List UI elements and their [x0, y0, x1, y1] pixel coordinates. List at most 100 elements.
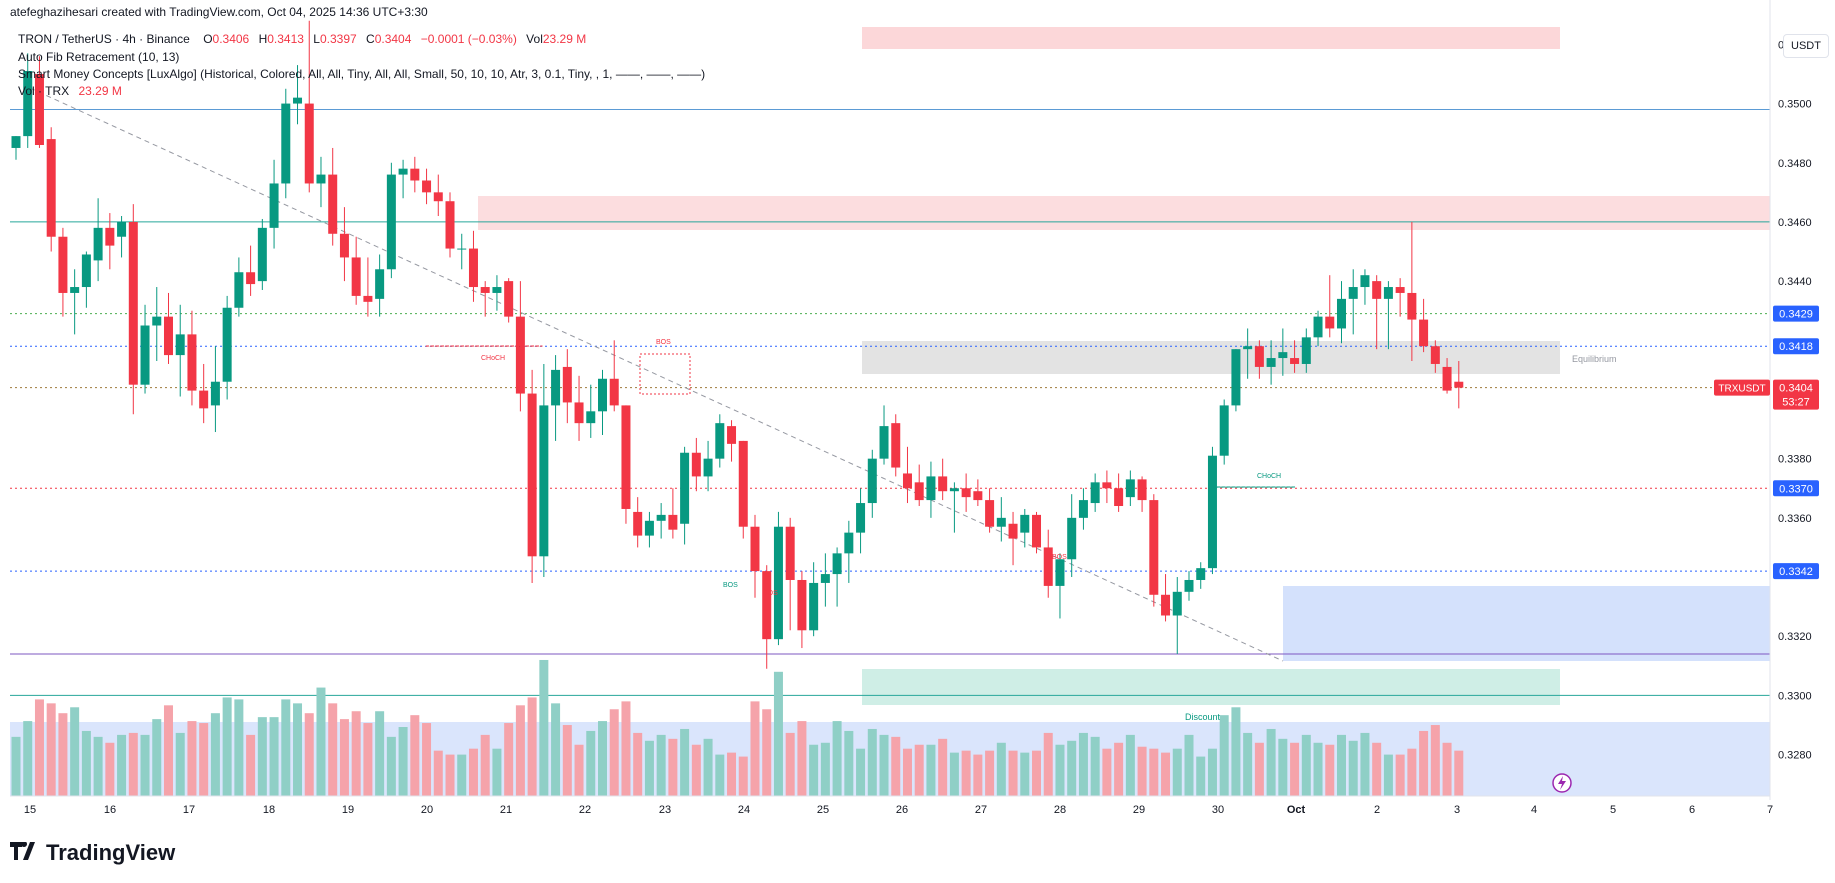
volume-blue-zone	[10, 722, 1770, 796]
premium-zone-top	[862, 27, 1560, 49]
candle-body	[1243, 346, 1253, 350]
candle-body	[398, 168, 408, 175]
candle-body	[750, 526, 760, 572]
volume-bar	[504, 723, 514, 796]
choch-label: CHoCH	[1257, 473, 1281, 480]
volume-bar	[691, 744, 701, 796]
volume-bar	[246, 734, 256, 796]
open-value: 0.3406	[212, 32, 250, 46]
candle-body	[926, 476, 936, 501]
candle-body	[1078, 500, 1088, 518]
volume-bar	[1078, 732, 1088, 796]
candle-body	[515, 316, 525, 394]
volume-bar	[1419, 730, 1429, 796]
candle-body	[269, 183, 279, 228]
candle-body	[480, 287, 490, 293]
candles-layer	[11, 20, 1464, 669]
indicator-fib[interactable]: Auto Fib Retracement (10, 13)	[18, 50, 180, 64]
indicator-volume[interactable]: Vol · TRX 23.29 M	[18, 84, 122, 98]
volume-bar	[1336, 734, 1346, 796]
candle-body	[363, 295, 373, 302]
price-badge-label: 0.3342	[1779, 566, 1813, 578]
discount-label: Discount	[1185, 712, 1221, 722]
supply-zone	[478, 196, 1770, 230]
candle-body	[668, 514, 678, 530]
open-label: O	[203, 32, 213, 46]
candle-body	[1407, 292, 1417, 320]
volume-bar	[70, 707, 80, 796]
candle-body	[644, 520, 654, 536]
volume-bar	[1102, 748, 1112, 796]
volume-bar	[844, 730, 854, 796]
price-badge	[1773, 305, 1819, 322]
volume-bar	[1008, 750, 1018, 796]
volume-bar	[1172, 748, 1182, 796]
x-tick-label: 27	[975, 804, 987, 816]
candle-body	[727, 426, 737, 444]
candle-body	[961, 488, 971, 498]
candle-body	[598, 378, 607, 412]
volume-bar	[375, 711, 385, 796]
currency-button[interactable]: USDT	[1783, 34, 1829, 58]
candle-body	[34, 73, 44, 145]
candle-body	[844, 532, 854, 554]
symbol-legend[interactable]: TRON / TetherUS · 4h · Binance O0.3406 H…	[18, 32, 586, 46]
volume-bar	[1430, 725, 1440, 796]
candle-body	[539, 405, 549, 557]
volume-bar	[58, 713, 68, 796]
y-tick-label: 0.3380	[1778, 454, 1812, 466]
candle-body	[199, 390, 209, 409]
candle-body	[1161, 594, 1171, 616]
volume-bar	[1114, 742, 1124, 796]
volume-bar	[1325, 744, 1335, 796]
volume-bar	[1149, 748, 1159, 796]
volume-bar	[281, 699, 291, 796]
candle-body	[1008, 523, 1018, 539]
volume-bar	[1020, 752, 1030, 796]
volume-bar	[574, 744, 584, 796]
candle-body	[1184, 579, 1194, 592]
volume-bar	[1372, 742, 1382, 796]
volume-bar	[105, 742, 115, 796]
x-tick-label: 4	[1531, 804, 1537, 816]
volume-bar	[1161, 752, 1171, 796]
price-badge-label: 0.3370	[1779, 483, 1813, 495]
volume-bar	[152, 719, 162, 796]
volume-bar	[668, 738, 678, 796]
y-tick-label: 0.3360	[1778, 513, 1812, 525]
candle-body	[187, 334, 197, 391]
x-tick-label: 20	[421, 804, 433, 816]
symbol-name: TRON / TetherUS · 4h · Binance	[18, 32, 190, 46]
candle-body	[1172, 591, 1182, 616]
volume-bar	[891, 736, 901, 796]
volume-bar	[1278, 738, 1288, 796]
equilibrium-label: Equilibrium	[1572, 354, 1617, 364]
x-tick-label: 17	[183, 804, 195, 816]
volume-bar	[11, 736, 21, 796]
candle-body	[304, 103, 314, 184]
x-tick-label: 29	[1133, 804, 1145, 816]
candle-body	[1325, 316, 1335, 329]
bos-label: BOS	[723, 582, 738, 589]
candle-body	[1454, 381, 1464, 388]
x-tick-label: 23	[659, 804, 671, 816]
change-value: −0.0001 (−0.03%)	[420, 32, 517, 46]
candle-body	[1266, 358, 1276, 367]
trend-line	[29, 87, 1284, 662]
indicator-smc[interactable]: Smart Money Concepts [LuxAlgo] (Historic…	[18, 67, 706, 81]
tradingview-logo-icon	[10, 840, 40, 866]
volume-bar	[1442, 742, 1452, 796]
volume-bar	[23, 721, 33, 796]
x-tick-label: 2	[1374, 804, 1380, 816]
volume-bar	[938, 738, 948, 796]
candle-body	[93, 227, 103, 261]
candle-body	[1348, 287, 1358, 299]
volume-bar	[175, 732, 185, 796]
candle-body	[949, 488, 959, 492]
y-tick-label: 0.3500	[1778, 99, 1812, 111]
volume-bar	[117, 734, 127, 796]
volume-bar	[1207, 748, 1217, 796]
candle-body	[527, 393, 537, 557]
candle-body	[1055, 559, 1065, 586]
